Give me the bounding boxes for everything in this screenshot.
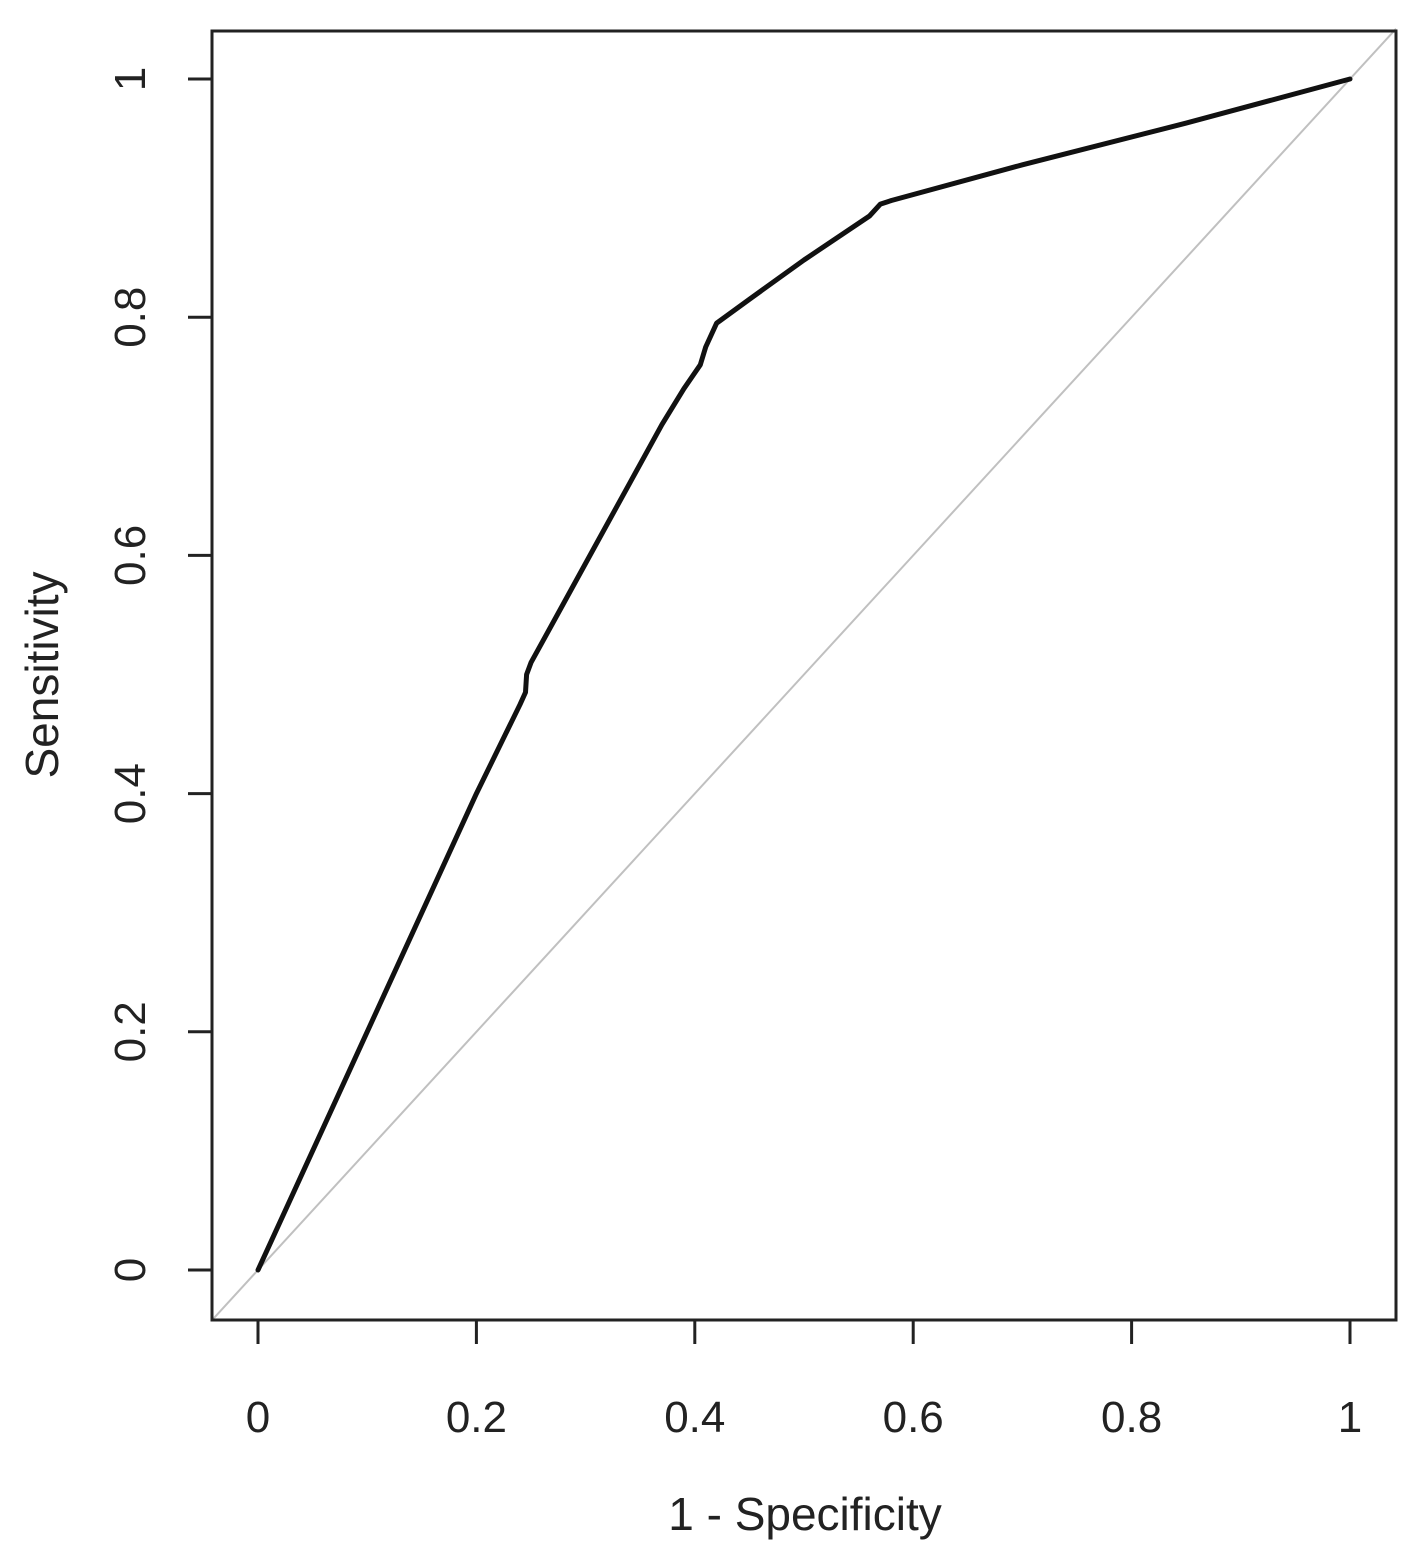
x-axis-label: 1 - Specificity <box>668 1488 942 1540</box>
roc-curve-layer <box>255 76 1353 1273</box>
y-tick-label: 0.2 <box>106 1001 155 1062</box>
y-tick-label: 0 <box>106 1258 155 1282</box>
y-tick-label: 0.6 <box>106 525 155 586</box>
x-tick-label: 1 <box>1338 1393 1362 1442</box>
roc-curve-line <box>255 76 1353 1273</box>
x-tick-label: 0.6 <box>883 1393 944 1442</box>
x-tick-label: 0 <box>246 1393 270 1442</box>
y-tick-label: 0.8 <box>106 287 155 348</box>
x-tick-label: 0.2 <box>446 1393 507 1442</box>
diagonal-reference-line <box>211 28 1397 1321</box>
x-tick-label: 0.4 <box>664 1393 725 1442</box>
x-tick-label: 0.8 <box>1101 1393 1162 1442</box>
x-axis: 0 0.2 0.4 0.6 0.8 1 <box>246 1318 1362 1442</box>
y-tick-label: 1 <box>106 67 155 91</box>
y-tick-label: 0.4 <box>106 763 155 824</box>
y-axis: 0 0.2 0.4 0.6 0.8 1 <box>106 67 214 1282</box>
diagonal-reference-layer <box>211 28 1397 1321</box>
y-axis-label: Sensitivity <box>16 571 68 778</box>
